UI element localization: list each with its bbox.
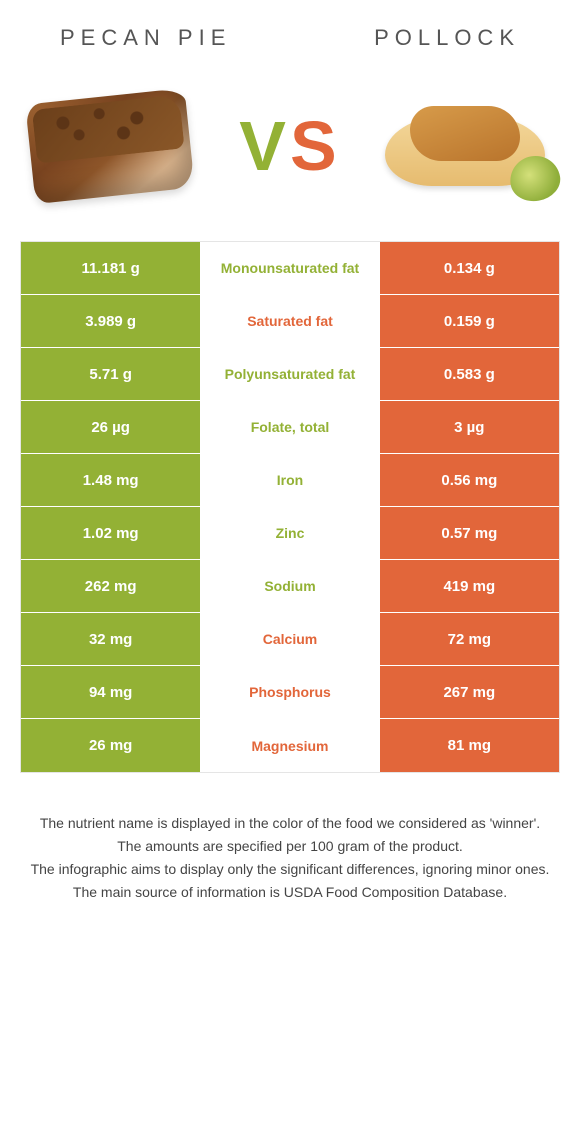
left-value: 26 µg [21, 401, 200, 453]
vs-v: V [239, 107, 290, 185]
footnote-line: The main source of information is USDA F… [30, 882, 550, 903]
left-value: 11.181 g [21, 242, 200, 294]
pecan-pie-illustration [25, 88, 195, 204]
right-food-image [380, 81, 560, 211]
right-value: 0.134 g [380, 242, 559, 294]
right-value: 0.583 g [380, 348, 559, 400]
table-row: 94 mgPhosphorus267 mg [21, 666, 559, 719]
left-value: 94 mg [21, 666, 200, 718]
left-value: 5.71 g [21, 348, 200, 400]
nutrient-label: Sodium [200, 560, 379, 612]
nutrient-table: 11.181 gMonounsaturated fat0.134 g3.989 … [20, 241, 560, 773]
footnote-line: The nutrient name is displayed in the co… [30, 813, 550, 834]
pollock-taco-illustration [385, 106, 555, 196]
left-food-image [20, 81, 200, 211]
right-value: 267 mg [380, 666, 559, 718]
table-row: 262 mgSodium419 mg [21, 560, 559, 613]
left-food-title: Pecan pie [60, 25, 231, 51]
left-value: 26 mg [21, 719, 200, 772]
footnote-line: The infographic aims to display only the… [30, 859, 550, 880]
table-row: 3.989 gSaturated fat0.159 g [21, 295, 559, 348]
left-value: 262 mg [21, 560, 200, 612]
right-value: 3 µg [380, 401, 559, 453]
right-food-title: Pollock [374, 25, 520, 51]
table-row: 26 µgFolate, total3 µg [21, 401, 559, 454]
nutrient-label: Polyunsaturated fat [200, 348, 379, 400]
table-row: 11.181 gMonounsaturated fat0.134 g [21, 242, 559, 295]
vs-label: VS [239, 106, 340, 186]
right-value: 0.57 mg [380, 507, 559, 559]
table-row: 1.48 mgIron0.56 mg [21, 454, 559, 507]
header: Pecan pie Pollock [0, 0, 580, 61]
nutrient-label: Phosphorus [200, 666, 379, 718]
nutrient-label: Calcium [200, 613, 379, 665]
nutrient-label: Zinc [200, 507, 379, 559]
vs-s: S [290, 107, 341, 185]
footnotes: The nutrient name is displayed in the co… [0, 773, 580, 903]
table-row: 1.02 mgZinc0.57 mg [21, 507, 559, 560]
nutrient-label: Iron [200, 454, 379, 506]
right-value: 0.56 mg [380, 454, 559, 506]
nutrient-label: Saturated fat [200, 295, 379, 347]
left-value: 1.02 mg [21, 507, 200, 559]
hero-row: VS [0, 61, 580, 241]
table-row: 32 mgCalcium72 mg [21, 613, 559, 666]
left-value: 1.48 mg [21, 454, 200, 506]
left-value: 32 mg [21, 613, 200, 665]
nutrient-label: Monounsaturated fat [200, 242, 379, 294]
table-row: 26 mgMagnesium81 mg [21, 719, 559, 772]
nutrient-label: Magnesium [200, 719, 379, 772]
right-value: 0.159 g [380, 295, 559, 347]
right-value: 81 mg [380, 719, 559, 772]
table-row: 5.71 gPolyunsaturated fat0.583 g [21, 348, 559, 401]
right-value: 419 mg [380, 560, 559, 612]
right-value: 72 mg [380, 613, 559, 665]
footnote-line: The amounts are specified per 100 gram o… [30, 836, 550, 857]
nutrient-label: Folate, total [200, 401, 379, 453]
left-value: 3.989 g [21, 295, 200, 347]
